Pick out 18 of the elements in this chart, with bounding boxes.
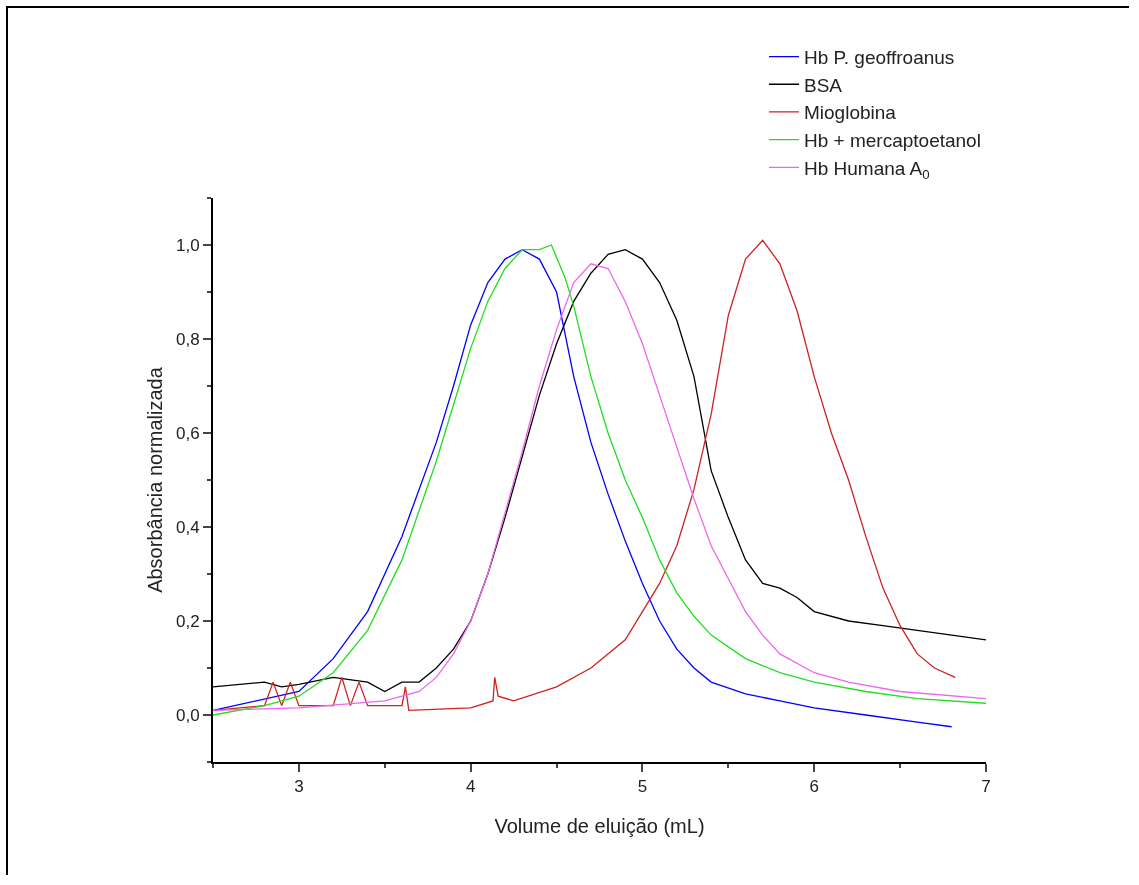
x-tick-label: 6 — [809, 777, 819, 797]
y-tick-label: 0,8 — [175, 329, 200, 349]
y-tick-label: 0,4 — [175, 517, 200, 537]
x-tick-label: 5 — [637, 777, 648, 797]
legend-label: Hb P. geoffroanus — [804, 46, 955, 68]
y-tick-label: 1,0 — [175, 235, 200, 255]
x-tick-label: 4 — [465, 777, 476, 797]
x-tick-label: 7 — [981, 777, 991, 797]
legend-label: BSA — [804, 74, 843, 96]
legend-label: Mioglobina — [804, 102, 897, 124]
y-tick-label: 0,6 — [175, 423, 200, 443]
legend-label: Hb + mercaptoetanol — [804, 130, 981, 152]
y-tick-label: 0,0 — [175, 705, 200, 725]
y-tick-label: 0,2 — [175, 611, 200, 631]
y-axis-title: Absorbância normalizada — [144, 366, 166, 593]
x-axis-title: Volume de eluição (mL) — [494, 815, 705, 837]
legend-label: Hb Humana A$_{0}$ — [804, 157, 930, 182]
x-tick-label: 3 — [294, 777, 304, 797]
